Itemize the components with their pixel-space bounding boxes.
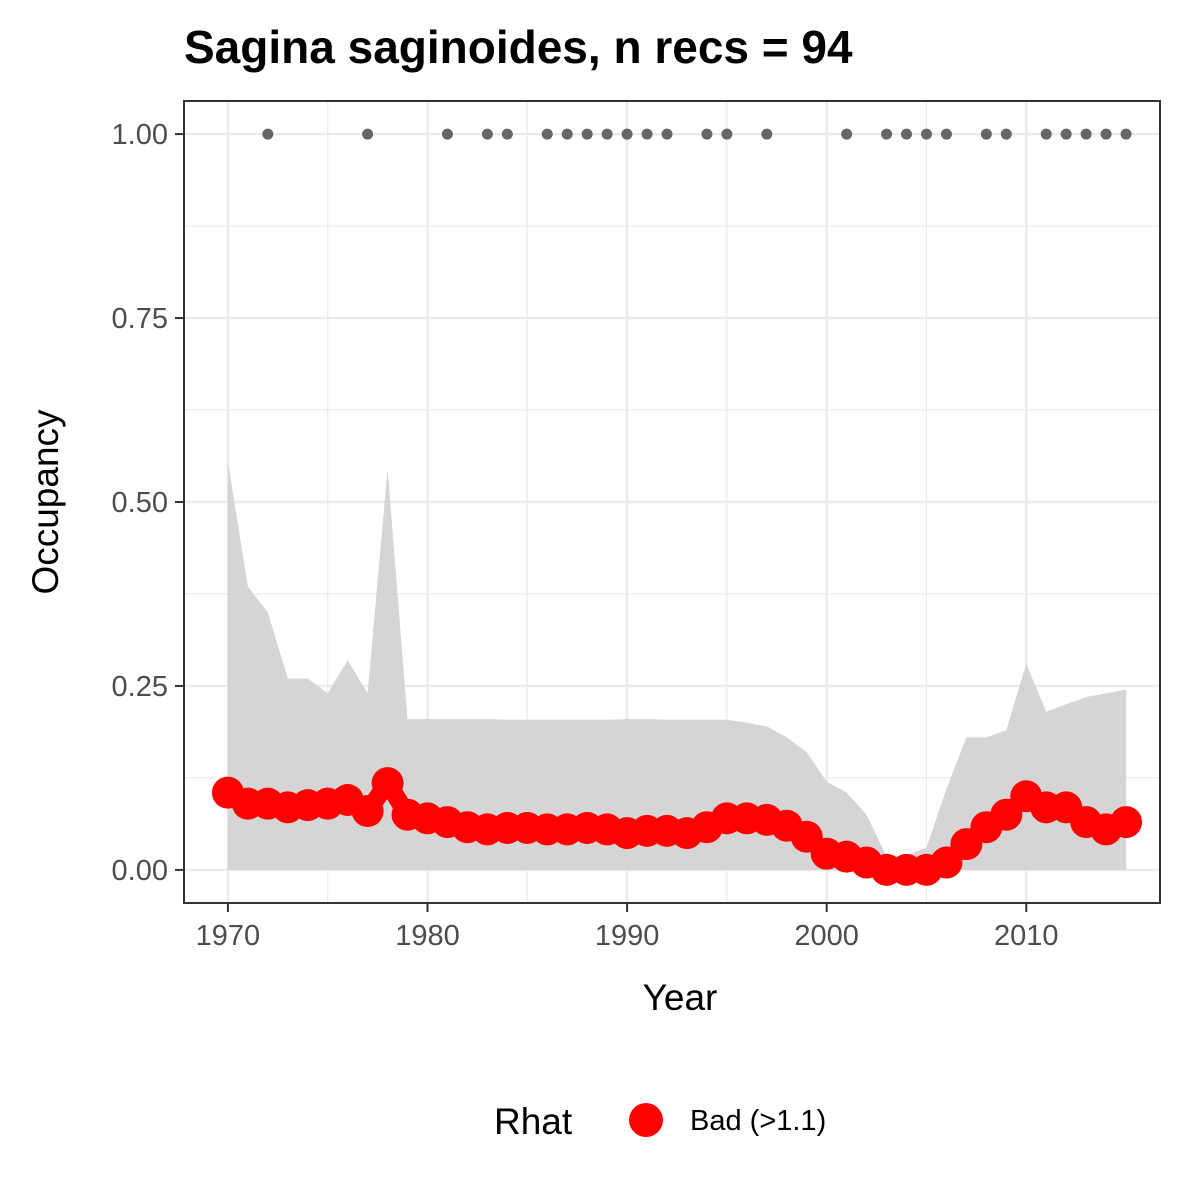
record-point bbox=[441, 128, 453, 140]
occupancy-points bbox=[211, 767, 1143, 886]
chart-title: Sagina saginoides, n recs = 94 bbox=[184, 21, 853, 73]
record-point bbox=[601, 128, 613, 140]
occupancy-point bbox=[371, 767, 404, 800]
x-tick-label: 1970 bbox=[196, 920, 261, 952]
x-axis-title: Year bbox=[643, 977, 718, 1018]
record-point bbox=[841, 128, 853, 140]
record-point bbox=[881, 128, 893, 140]
record-points bbox=[262, 128, 1132, 140]
x-tick-label: 2000 bbox=[794, 920, 859, 952]
record-point bbox=[661, 128, 673, 140]
record-point bbox=[481, 128, 493, 140]
legend: Rhat Bad (>1.1) bbox=[494, 1101, 826, 1142]
record-point bbox=[1120, 128, 1132, 140]
record-point bbox=[1040, 128, 1052, 140]
record-point bbox=[541, 128, 553, 140]
record-point bbox=[262, 128, 274, 140]
y-axis-title: Occupancy bbox=[25, 409, 66, 595]
record-point bbox=[1100, 128, 1112, 140]
record-point bbox=[362, 128, 374, 140]
y-tick-label: 0.75 bbox=[112, 303, 168, 335]
record-point bbox=[641, 128, 653, 140]
y-tick-label: 1.00 bbox=[112, 119, 168, 151]
record-point bbox=[701, 128, 713, 140]
x-tick-label: 2010 bbox=[994, 920, 1059, 952]
record-point bbox=[621, 128, 633, 140]
record-point bbox=[920, 128, 932, 140]
plot-panel bbox=[183, 100, 1161, 904]
legend-label-bad: Bad (>1.1) bbox=[690, 1105, 826, 1137]
y-tick-label: 0.25 bbox=[112, 671, 168, 703]
record-point bbox=[561, 128, 573, 140]
record-point bbox=[901, 128, 913, 140]
x-tick-label: 1980 bbox=[395, 920, 460, 952]
record-point bbox=[1000, 128, 1012, 140]
record-point bbox=[721, 128, 733, 140]
x-tick-label: 1990 bbox=[595, 920, 660, 952]
y-axis: 0.00 0.25 0.50 0.75 1.00 bbox=[112, 119, 184, 887]
occupancy-point bbox=[351, 795, 384, 828]
y-tick-label: 0.50 bbox=[112, 487, 168, 519]
record-point bbox=[1060, 128, 1072, 140]
record-point bbox=[1080, 128, 1092, 140]
legend-title: Rhat bbox=[494, 1101, 573, 1142]
occupancy-point bbox=[1110, 806, 1143, 839]
record-point bbox=[940, 128, 952, 140]
y-tick-label: 0.00 bbox=[112, 855, 168, 887]
record-point bbox=[980, 128, 992, 140]
credible-interval-ribbon bbox=[227, 461, 1127, 870]
x-axis: 1970 1980 1990 2000 2010 bbox=[196, 903, 1059, 952]
record-point bbox=[581, 128, 593, 140]
legend-key-bad bbox=[629, 1103, 663, 1137]
record-point bbox=[761, 128, 773, 140]
record-point bbox=[501, 128, 513, 140]
